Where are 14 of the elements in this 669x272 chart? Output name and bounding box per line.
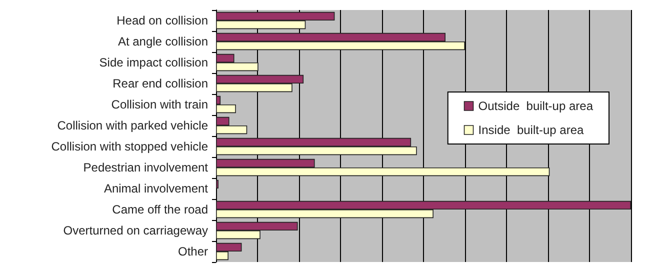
y-tick-label: Rear end collision xyxy=(112,76,208,90)
y-tick-label: Animal involvement xyxy=(104,182,209,196)
legend-label: Inside built-up area xyxy=(478,123,584,137)
y-tick-label: Collision with parked vehicle xyxy=(57,118,208,132)
y-tick-label: Came off the road xyxy=(112,202,208,216)
y-tick-label: Overturned on carriageway xyxy=(63,224,208,238)
y-tick-label: Pedestrian involvement xyxy=(83,160,209,174)
y-tick-label: Collision with stopped vehicle xyxy=(51,140,208,154)
y-tick-label: At angle collision xyxy=(118,34,208,48)
y-tick-label: Collision with train xyxy=(111,98,208,112)
y-tick-label: Other xyxy=(178,244,208,258)
y-tick-label: Head on collision xyxy=(116,14,208,28)
y-tick-label: Side impact collision xyxy=(99,56,208,70)
legend-label: Outside built-up area xyxy=(478,99,594,113)
